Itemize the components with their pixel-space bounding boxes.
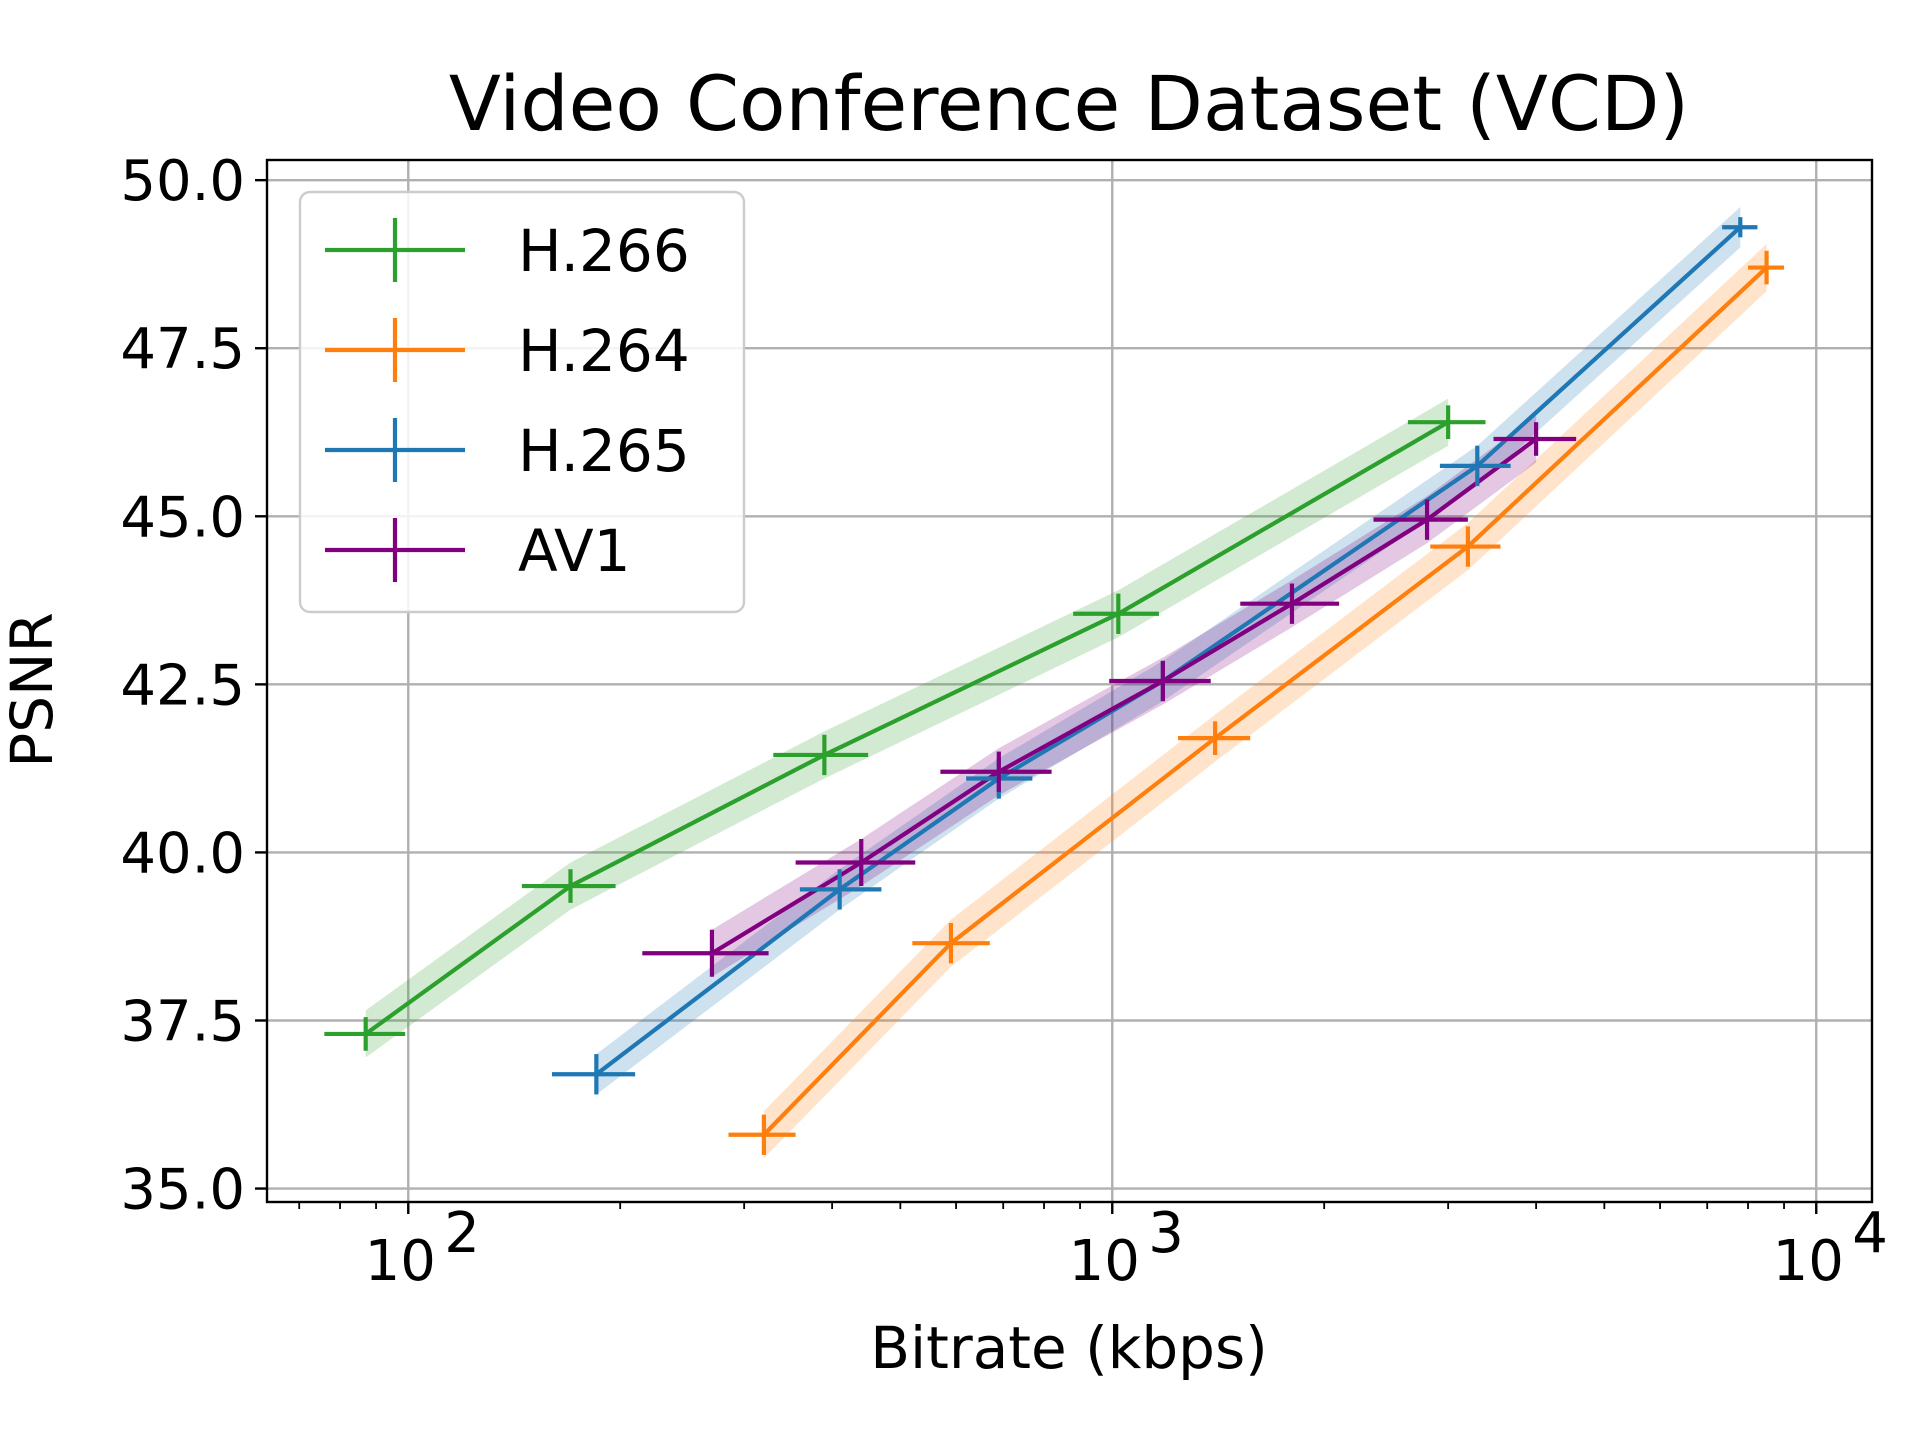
legend-label-h-266: H.266 (518, 217, 690, 285)
x-tick-label: 10 (1773, 1229, 1844, 1294)
x-tick-label: 10 (365, 1229, 436, 1294)
y-tick-label: 42.5 (120, 653, 245, 718)
x-tick-label: 10 (1069, 1229, 1140, 1294)
axis-ticks: 35.037.540.042.545.047.550.010 2 10 3 10 4 (120, 149, 1888, 1294)
band-h-266 (365, 398, 1449, 1058)
y-tick-label: 50.0 (120, 149, 245, 214)
y-tick-label: 47.5 (120, 317, 245, 382)
line-h-265 (595, 225, 1742, 1076)
x-tick-exponent: 3 (1148, 1201, 1184, 1266)
legend: H.266 H.264 H.265 AV1 (298, 190, 746, 614)
y-axis-label: PSNR (0, 612, 66, 767)
plot-frame (265, 158, 1874, 1204)
x-axis-label: Bitrate (kbps) (870, 1314, 1268, 1382)
chart-title: Video Conference Dataset (VCD) (449, 59, 1689, 148)
error-bars (324, 217, 1785, 1155)
band-h-265 (596, 207, 1741, 1095)
x-tick-exponent: 4 (1852, 1201, 1888, 1266)
y-tick-label: 40.0 (120, 821, 245, 886)
x-tick-exponent: 2 (444, 1201, 480, 1266)
legend-label-av1: AV1 (518, 517, 631, 585)
legend-box (298, 190, 746, 614)
y-tick-label: 37.5 (120, 989, 245, 1054)
y-tick-label: 35.0 (120, 1158, 245, 1223)
legend-label-h-265: H.265 (518, 417, 690, 485)
legend-label-h-264: H.264 (518, 317, 690, 385)
y-tick-label: 45.0 (120, 485, 245, 550)
